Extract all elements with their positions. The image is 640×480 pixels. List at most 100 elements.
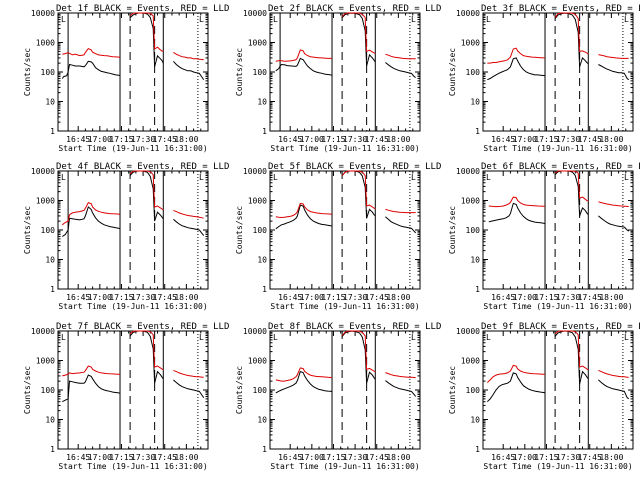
x-tick-label: 17:00 bbox=[513, 135, 537, 144]
x-axis-title: Start Time (19-Jun-11 16:31:00) bbox=[58, 302, 207, 311]
y-tick-label: 1000 bbox=[461, 39, 480, 48]
x-tick-label: 17:15 bbox=[321, 453, 345, 462]
y-tick-label: 1 bbox=[50, 127, 55, 136]
x-tick-label: 17:00 bbox=[88, 293, 112, 302]
y-tick-label: 10 bbox=[257, 416, 267, 425]
x-tick-label: 17:00 bbox=[88, 453, 112, 462]
y-tick-label: 1000 bbox=[461, 197, 480, 206]
panel-3: Det_3f BLACK = Events, RED = LLD 1 10 100 10… bbox=[448, 4, 640, 153]
y-tick-label: 1000 bbox=[461, 357, 480, 366]
y-tick-label: 1 bbox=[475, 445, 480, 454]
events-series-line bbox=[488, 170, 630, 232]
x-tick-label: 17:00 bbox=[300, 293, 324, 302]
x-axis-title: Start Time (19-Jun-11 16:31:00) bbox=[483, 462, 632, 471]
x-tick-label: 18:00 bbox=[174, 453, 198, 462]
x-tick-label: 18:00 bbox=[386, 453, 410, 462]
legend-mark: L bbox=[61, 333, 66, 342]
x-tick-label: 17:45 bbox=[365, 453, 389, 462]
lld-series-line bbox=[487, 12, 629, 64]
x-tick-label: 16:45 bbox=[278, 293, 302, 302]
x-tick-label: 17:30 bbox=[131, 135, 155, 144]
events-series-line bbox=[61, 12, 205, 80]
plot-frame bbox=[269, 170, 421, 290]
plot-frame bbox=[482, 330, 634, 450]
lld-series-line bbox=[62, 330, 204, 378]
x-tick-label: 17:30 bbox=[556, 293, 580, 302]
x-tick-label: 16:45 bbox=[278, 135, 302, 144]
y-tick-label: 10000 bbox=[243, 327, 267, 336]
panel-title: Det_6f BLACK = Events, RED = LLD bbox=[481, 162, 640, 172]
x-tick-label: 17:00 bbox=[88, 135, 112, 144]
plot-frame bbox=[57, 12, 209, 132]
x-tick-label: 17:15 bbox=[534, 453, 558, 462]
panel-title: Det_4f BLACK = Events, RED = LLD bbox=[56, 162, 229, 172]
x-tick-label: 16:45 bbox=[66, 293, 90, 302]
legend-mark: L bbox=[411, 15, 416, 24]
x-tick-label: 17:15 bbox=[109, 293, 133, 302]
y-tick-label: 10 bbox=[470, 256, 480, 265]
x-tick-label: 17:15 bbox=[534, 293, 558, 302]
x-tick-label: 17:30 bbox=[131, 453, 155, 462]
panel-4: Det_4f BLACK = Events, RED = LLD 1 10 100 10… bbox=[23, 162, 229, 311]
x-tick-label: 16:45 bbox=[278, 453, 302, 462]
y-tick-label: 100 bbox=[253, 386, 268, 395]
events-series-line bbox=[275, 12, 416, 78]
y-tick-label: 100 bbox=[41, 68, 56, 77]
plot-frame bbox=[269, 12, 421, 132]
plot-frame bbox=[57, 330, 209, 450]
x-tick-label: 17:15 bbox=[534, 135, 558, 144]
x-axis-title: Start Time (19-Jun-11 16:31:00) bbox=[58, 144, 207, 153]
lld-series-line bbox=[275, 12, 416, 62]
x-axis-title: Start Time (19-Jun-11 16:31:00) bbox=[270, 462, 419, 471]
panel-title: Det_8f BLACK = Events, RED = LLD bbox=[268, 322, 441, 332]
x-axis-title: Start Time (19-Jun-11 16:31:00) bbox=[270, 144, 419, 153]
y-axis-title: Counts/sec bbox=[448, 366, 457, 414]
x-axis-title: Start Time (19-Jun-11 16:31:00) bbox=[483, 144, 632, 153]
panel-8: Det_8f BLACK = Events, RED = LLD 1 10 100 10… bbox=[235, 322, 441, 471]
x-tick-label: 18:00 bbox=[599, 293, 623, 302]
panel-title: Det_2f BLACK = Events, RED = LLD bbox=[268, 4, 441, 14]
legend-mark: L bbox=[486, 15, 491, 24]
x-tick-label: 16:45 bbox=[66, 135, 90, 144]
legend-mark: L bbox=[199, 173, 204, 182]
x-tick-label: 17:30 bbox=[343, 135, 367, 144]
x-tick-label: 18:00 bbox=[386, 293, 410, 302]
lld-series-line bbox=[62, 12, 204, 61]
y-tick-label: 1000 bbox=[248, 197, 267, 206]
x-tick-label: 17:45 bbox=[153, 135, 177, 144]
x-tick-label: 17:45 bbox=[365, 293, 389, 302]
y-axis-title: Counts/sec bbox=[235, 206, 244, 254]
y-axis-title: Counts/sec bbox=[23, 366, 32, 414]
y-tick-label: 10000 bbox=[456, 9, 480, 18]
x-tick-label: 17:00 bbox=[300, 453, 324, 462]
lld-series-line bbox=[61, 170, 204, 226]
x-tick-label: 16:45 bbox=[491, 135, 515, 144]
x-tick-label: 17:30 bbox=[556, 453, 580, 462]
y-tick-label: 1000 bbox=[248, 357, 267, 366]
x-tick-label: 17:30 bbox=[556, 135, 580, 144]
events-series-line bbox=[486, 330, 630, 403]
x-tick-label: 17:15 bbox=[321, 135, 345, 144]
panel-9: Det_9f BLACK = Events, RED = LLD 1 10 100 10… bbox=[448, 322, 640, 471]
y-tick-label: 100 bbox=[253, 226, 268, 235]
plot-frame bbox=[482, 170, 634, 290]
legend-mark: L bbox=[273, 173, 278, 182]
lld-series-line bbox=[275, 330, 416, 382]
plot-frame bbox=[482, 12, 634, 132]
x-tick-label: 17:15 bbox=[109, 453, 133, 462]
x-tick-label: 18:00 bbox=[174, 293, 198, 302]
panel-1: Det_1f BLACK = Events, RED = LLD 1 10 100 10… bbox=[23, 4, 229, 153]
plot-frame bbox=[57, 170, 209, 290]
x-tick-label: 18:00 bbox=[599, 135, 623, 144]
y-axis-title: Counts/sec bbox=[23, 206, 32, 254]
y-tick-label: 1 bbox=[262, 127, 267, 136]
y-tick-label: 10000 bbox=[31, 327, 55, 336]
legend-mark: L bbox=[273, 15, 278, 24]
legend-mark: L bbox=[61, 173, 66, 182]
x-axis-title: Start Time (19-Jun-11 16:31:00) bbox=[483, 302, 632, 311]
x-axis-title: Start Time (19-Jun-11 16:31:00) bbox=[58, 462, 207, 471]
y-axis-title: Counts/sec bbox=[23, 48, 32, 96]
legend-mark: L bbox=[624, 333, 629, 342]
panel-6: Det_6f BLACK = Events, RED = LLD 1 10 100 10… bbox=[448, 162, 640, 311]
y-tick-label: 1 bbox=[50, 285, 55, 294]
